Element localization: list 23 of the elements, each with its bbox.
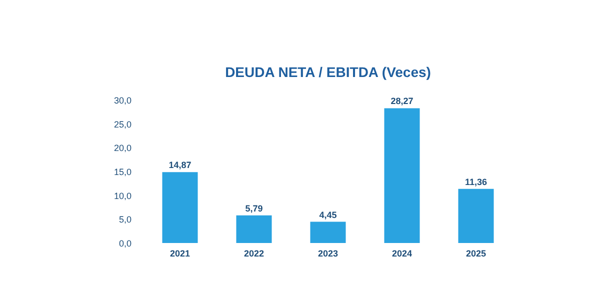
y-tick-label: 25,0 xyxy=(114,119,132,130)
data-label: 14,87 xyxy=(168,160,192,170)
x-tick-label: 2023 xyxy=(318,248,338,258)
chart-title: DEUDA NETA / EBITDA (Veces) xyxy=(225,64,431,80)
y-tick-label: 30,0 xyxy=(114,96,132,106)
x-tick-label: 2022 xyxy=(244,248,264,258)
data-label: 11,36 xyxy=(464,176,488,187)
bar xyxy=(310,222,346,243)
data-label: 4,45 xyxy=(319,210,337,220)
y-tick-label: 20,0 xyxy=(114,143,132,154)
data-label: 28,27 xyxy=(390,96,414,106)
bar xyxy=(236,215,272,243)
y-tick-label: 15,0 xyxy=(114,167,132,177)
bar xyxy=(458,188,494,243)
bar xyxy=(162,172,198,243)
y-tick-label: 0,0 xyxy=(118,238,132,248)
bar xyxy=(384,108,420,243)
y-tick-label: 5,0 xyxy=(118,214,132,225)
y-tick-label: 10,0 xyxy=(114,190,132,201)
x-tick-label: 2021 xyxy=(170,248,190,258)
x-tick-label: 2025 xyxy=(466,248,486,258)
data-label: 5,79 xyxy=(245,203,263,214)
x-tick-label: 2024 xyxy=(392,248,412,258)
